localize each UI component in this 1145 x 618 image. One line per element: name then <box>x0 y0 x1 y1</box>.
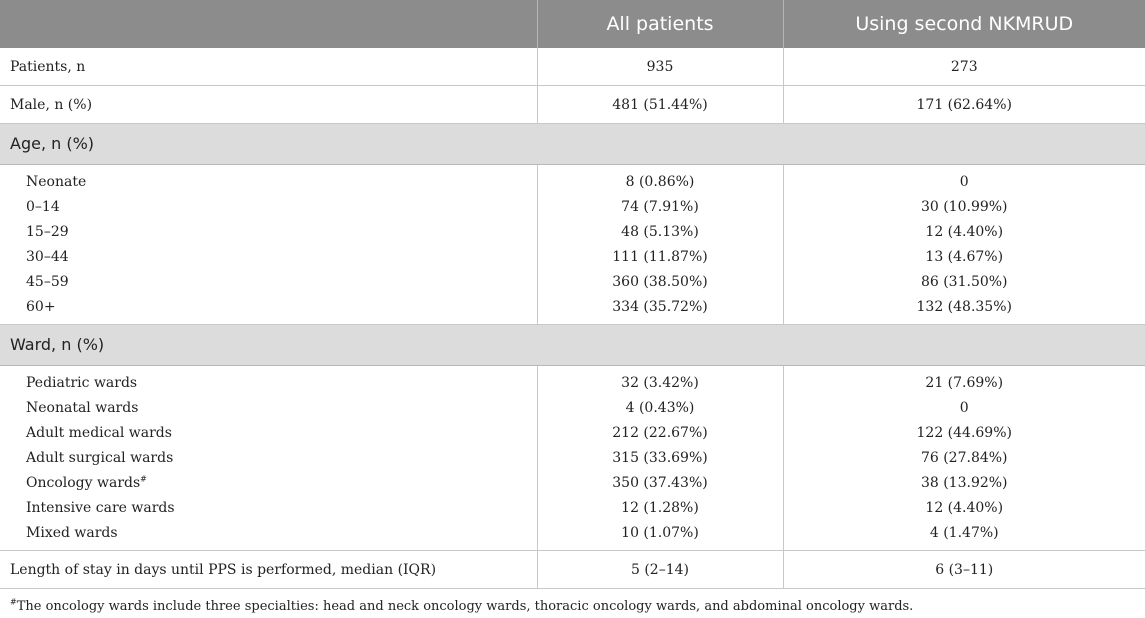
second-nkmrud-value: 12 (4.40%) <box>925 223 1004 240</box>
table-row: 30–44 111 (11.87%) 13 (4.67%) <box>0 244 1145 269</box>
row-label-with-footnote: Oncology wards# <box>0 470 538 495</box>
table-row: 15–29 48 (5.13%) 12 (4.40%) <box>0 219 1145 244</box>
second-nkmrud-value: 30 (10.99%) <box>920 198 1008 215</box>
row-label: 15–29 <box>0 219 538 244</box>
second-nkmrud-value: 38 (13.92%) <box>920 474 1008 491</box>
table-row: Neonatal wards 4 (0.43%) 0 <box>0 395 1145 420</box>
all-patients-value: 8 (0.86%) <box>537 164 784 194</box>
table-row: Mixed wards 10 (1.07%) 4 (1.47%) <box>0 520 1145 551</box>
table-row: Adult medical wards 212 (22.67%) 122 (44… <box>0 420 1145 445</box>
second-nkmrud-value: 21 (7.69%) <box>925 374 1004 391</box>
table-row: Pediatric wards 32 (3.42%) 21 (7.69%) <box>0 365 1145 395</box>
all-patients-value: 481 (51.44%) <box>537 85 784 124</box>
second-nkmrud-value: 76 (27.84%) <box>920 449 1008 466</box>
second-nkmrud-value: 273 <box>783 48 1145 86</box>
all-patients-value: 935 <box>537 48 784 86</box>
second-nkmrud-value: 122 (44.69%) <box>916 424 1012 441</box>
row-label: 30–44 <box>0 244 538 269</box>
second-nkmrud-value: 12 (4.40%) <box>925 499 1004 516</box>
section-header-ward: Ward, n (%) <box>0 324 1145 366</box>
all-patients-value: 212 (22.67%) <box>537 420 784 445</box>
table-row-length-of-stay: Length of stay in days until PPS is perf… <box>0 550 1145 589</box>
header-label-column <box>0 0 538 48</box>
all-patients-value: 111 (11.87%) <box>537 244 784 269</box>
row-label: Intensive care wards <box>0 495 538 520</box>
row-label: 60+ <box>0 294 538 325</box>
table-header-row: All patients Using second NKMRUD <box>0 0 1145 48</box>
row-label: Neonate <box>0 164 538 194</box>
section-header-age: Age, n (%) <box>0 123 1145 165</box>
all-patients-value: 334 (35.72%) <box>537 294 784 325</box>
table-row: Neonate 8 (0.86%) 0 <box>0 164 1145 194</box>
second-nkmrud-value: 0 <box>959 173 969 190</box>
row-label: Length of stay in days until PPS is perf… <box>0 550 538 589</box>
row-label: Adult surgical wards <box>0 445 538 470</box>
patient-characteristics-table: All patients Using second NKMRUD Patient… <box>0 0 1145 589</box>
all-patients-value: 360 (38.50%) <box>537 269 784 294</box>
table-footnote: #The oncology wards include three specia… <box>10 597 1145 614</box>
table-row: 0–14 74 (7.91%) 30 (10.99%) <box>0 194 1145 219</box>
table-row: 60+ 334 (35.72%) 132 (48.35%) <box>0 294 1145 325</box>
section-title-age: Age, n (%) <box>0 123 1145 165</box>
table-row: Adult surgical wards 315 (33.69%) 76 (27… <box>0 445 1145 470</box>
all-patients-value: 48 (5.13%) <box>537 219 784 244</box>
second-nkmrud-value: 171 (62.64%) <box>783 85 1145 124</box>
second-nkmrud-value: 0 <box>959 399 969 416</box>
all-patients-value: 350 (37.43%) <box>537 470 784 495</box>
all-patients-value: 12 (1.28%) <box>537 495 784 520</box>
table-row-patients: Patients, n 935 273 <box>0 48 1145 86</box>
all-patients-value: 4 (0.43%) <box>537 395 784 420</box>
second-nkmrud-value: 13 (4.67%) <box>925 248 1004 265</box>
row-label: Patients, n <box>0 48 538 86</box>
footnote-marker: # <box>140 473 147 483</box>
footnote-mark: # <box>10 597 17 607</box>
header-second-nkmrud: Using second NKMRUD <box>783 0 1145 48</box>
second-nkmrud-value: 132 (48.35%) <box>783 294 1145 325</box>
all-patients-value: 32 (3.42%) <box>537 365 784 395</box>
row-label-text: Oncology wards <box>26 474 141 491</box>
section-title-ward: Ward, n (%) <box>0 324 1145 366</box>
row-label: Male, n (%) <box>0 85 538 124</box>
row-label: 45–59 <box>0 269 538 294</box>
row-label: 0–14 <box>0 194 538 219</box>
all-patients-value: 5 (2–14) <box>537 550 784 589</box>
table-row: 45–59 360 (38.50%) 86 (31.50%) <box>0 269 1145 294</box>
second-nkmrud-value: 6 (3–11) <box>783 550 1145 589</box>
row-label: Pediatric wards <box>0 365 538 395</box>
all-patients-value: 10 (1.07%) <box>537 520 784 551</box>
table-row: Intensive care wards 12 (1.28%) 12 (4.40… <box>0 495 1145 520</box>
all-patients-value: 315 (33.69%) <box>537 445 784 470</box>
table-row: Oncology wards# 350 (37.43%) 38 (13.92%) <box>0 470 1145 495</box>
table-row-male: Male, n (%) 481 (51.44%) 171 (62.64%) <box>0 85 1145 124</box>
row-label: Neonatal wards <box>0 395 538 420</box>
all-patients-value: 74 (7.91%) <box>537 194 784 219</box>
header-all-patients: All patients <box>537 0 784 48</box>
row-label: Mixed wards <box>0 520 538 551</box>
second-nkmrud-value: 4 (1.47%) <box>783 520 1145 551</box>
second-nkmrud-value: 86 (31.50%) <box>920 273 1008 290</box>
footnote-text: The oncology wards include three special… <box>16 599 914 614</box>
row-label: Adult medical wards <box>0 420 538 445</box>
